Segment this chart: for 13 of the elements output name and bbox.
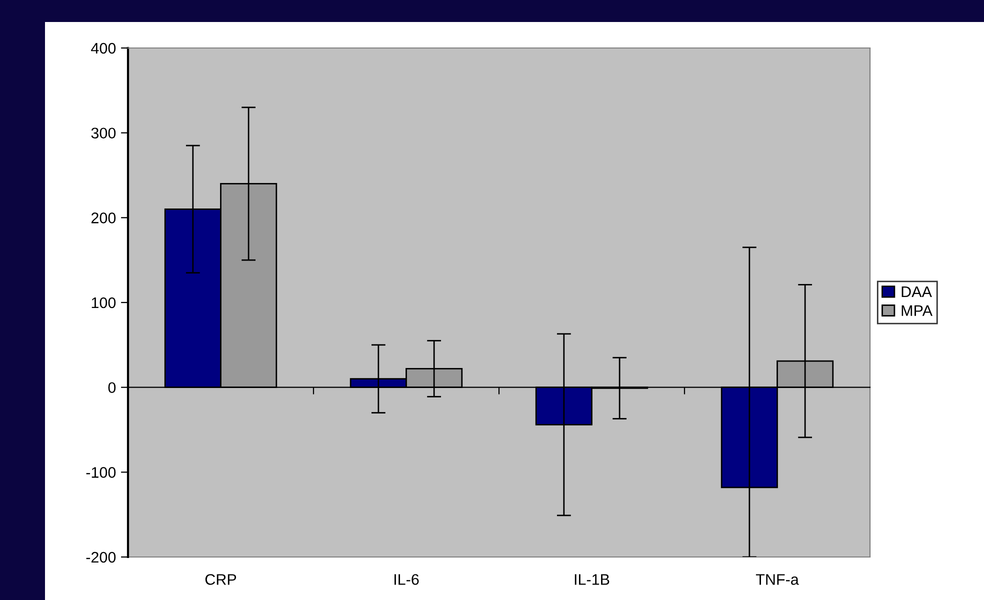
x-tick-label: TNF-a bbox=[756, 574, 799, 585]
x-tick-label: CRP bbox=[205, 574, 236, 585]
y-tick-label: 0 bbox=[108, 382, 116, 394]
y-tick-label: 200 bbox=[91, 212, 116, 224]
y-tick-label: -200 bbox=[86, 552, 116, 563]
y-tick-label: 100 bbox=[92, 297, 116, 308]
x-tick-label: IL-1B bbox=[574, 574, 610, 585]
legend-label: DAA bbox=[902, 286, 932, 298]
y-tick-label: 400 bbox=[91, 42, 116, 54]
y-tick-label: 300 bbox=[91, 128, 116, 139]
legend-label: MPA bbox=[902, 305, 933, 316]
x-tick-label: IL-6 bbox=[394, 574, 419, 585]
y-tick-label: -100 bbox=[86, 467, 116, 478]
